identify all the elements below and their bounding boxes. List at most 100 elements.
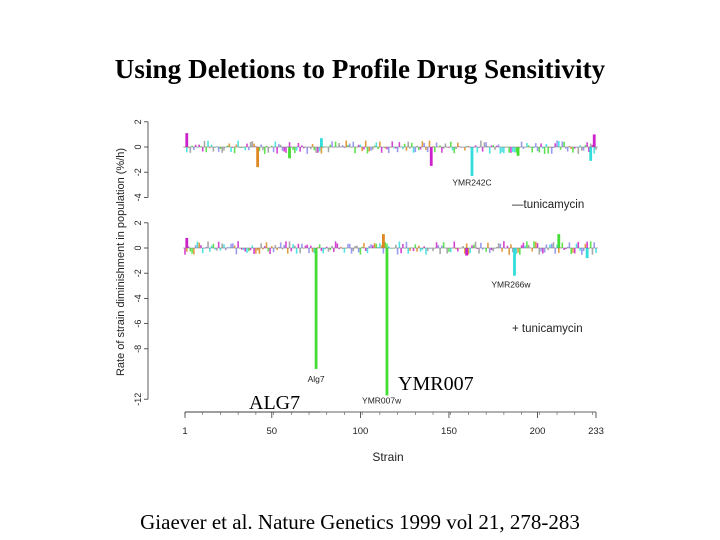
bar — [467, 145, 470, 147]
bar — [221, 243, 223, 248]
bar — [485, 142, 487, 147]
bar — [511, 248, 514, 253]
bar — [384, 147, 386, 149]
notable-bar — [516, 147, 520, 156]
bar — [361, 147, 363, 152]
notable-bar — [185, 133, 189, 147]
bar — [501, 248, 503, 252]
bar — [212, 243, 215, 248]
bar — [581, 248, 583, 255]
bar — [412, 147, 415, 153]
bar — [331, 245, 333, 248]
bar — [311, 143, 314, 147]
bar — [536, 147, 539, 152]
bar — [538, 248, 541, 255]
bar — [216, 146, 218, 147]
bar — [359, 144, 362, 147]
bar — [198, 242, 200, 248]
bar — [260, 243, 262, 248]
bar — [510, 244, 512, 248]
bar — [333, 248, 335, 252]
bar — [209, 147, 211, 149]
bar — [331, 141, 333, 147]
bar — [444, 143, 447, 147]
bar — [435, 142, 438, 147]
bar — [185, 248, 188, 252]
bar — [441, 147, 443, 153]
bar — [419, 248, 422, 252]
bar — [185, 147, 188, 153]
axes — [144, 121, 598, 418]
bar — [217, 147, 220, 152]
bar — [389, 248, 392, 249]
bar — [357, 248, 360, 253]
bar — [449, 248, 452, 253]
bar — [334, 241, 337, 248]
bar — [288, 142, 291, 147]
bar — [290, 248, 293, 252]
bar — [536, 243, 539, 248]
bar — [348, 143, 351, 147]
bar — [271, 246, 273, 248]
y-tick-label: -4 — [133, 294, 143, 302]
bar — [563, 248, 565, 250]
bar — [380, 245, 383, 248]
bar — [582, 248, 585, 252]
bar — [442, 242, 445, 248]
bar — [379, 141, 381, 147]
bar — [552, 242, 555, 248]
bar — [572, 248, 574, 253]
gene-annotation: YMR266w — [491, 280, 531, 290]
bar — [366, 147, 369, 154]
bar — [398, 142, 401, 147]
bar — [240, 147, 243, 148]
bar — [499, 243, 502, 248]
bar — [184, 248, 186, 255]
bar — [531, 248, 534, 252]
notable-bar — [185, 237, 189, 248]
bar — [515, 248, 518, 254]
bar — [586, 142, 588, 147]
bar — [338, 248, 340, 250]
bar — [315, 147, 317, 153]
bar — [294, 245, 296, 248]
bar — [540, 143, 542, 147]
bar — [402, 147, 404, 150]
bar — [387, 246, 390, 248]
bar — [522, 242, 525, 248]
bar — [570, 248, 572, 254]
bar — [457, 248, 459, 252]
bar — [320, 147, 323, 154]
gene-annotation: Alg7 — [308, 374, 325, 384]
bar — [416, 248, 418, 252]
bar — [379, 243, 381, 248]
bar — [313, 147, 316, 151]
bar — [495, 145, 498, 147]
bar — [465, 243, 468, 248]
bar — [233, 147, 236, 154]
y-tick-label: 2 — [133, 220, 143, 225]
bar — [357, 144, 360, 147]
bar — [549, 147, 551, 148]
bar — [433, 147, 436, 153]
bar — [589, 143, 592, 147]
bar — [405, 147, 408, 151]
bar — [568, 145, 571, 147]
condition-label: —tunicamycin — [512, 199, 584, 211]
bar — [550, 147, 553, 154]
bar — [469, 248, 472, 254]
bar — [421, 141, 424, 147]
bar — [593, 147, 596, 154]
bar — [573, 147, 576, 149]
bar — [216, 248, 218, 251]
bar — [205, 147, 208, 153]
bar — [210, 245, 213, 248]
bar — [540, 248, 542, 252]
bar — [338, 143, 340, 147]
bar — [573, 248, 576, 254]
bar — [492, 248, 495, 252]
x-tick-label: 200 — [530, 426, 546, 437]
bar — [317, 247, 319, 248]
bar — [352, 141, 355, 147]
bar — [242, 147, 245, 148]
